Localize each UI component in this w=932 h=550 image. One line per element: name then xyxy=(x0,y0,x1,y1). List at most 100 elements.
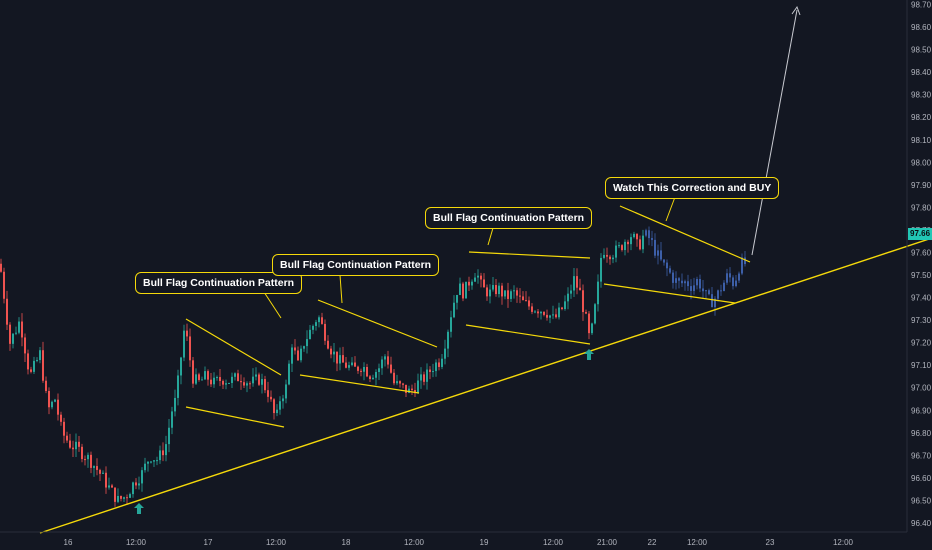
candle-body xyxy=(96,466,98,470)
candle-body xyxy=(132,482,134,495)
candle-body xyxy=(456,294,458,303)
candle-body xyxy=(186,330,188,337)
candle-body xyxy=(204,371,206,380)
candle-body xyxy=(246,383,248,386)
candle-body xyxy=(549,315,551,318)
time-tick-label: 12:00 xyxy=(833,538,854,547)
candle-body xyxy=(642,235,644,250)
candle-body xyxy=(507,290,509,299)
candle-body xyxy=(117,495,119,502)
candle-body xyxy=(426,369,428,382)
candle-body xyxy=(312,325,314,330)
candle-body xyxy=(615,245,617,258)
candle-body xyxy=(345,362,347,368)
candle-body xyxy=(375,372,377,378)
candle-body xyxy=(315,322,317,326)
projection-arrowhead xyxy=(791,5,801,16)
candle-body xyxy=(150,461,152,463)
candle-body xyxy=(540,311,542,314)
price-tick-label: 97.80 xyxy=(911,203,932,212)
candle-body xyxy=(669,268,671,273)
candle-body xyxy=(537,311,539,314)
time-tick-label: 23 xyxy=(766,538,775,547)
candle-body xyxy=(18,321,20,333)
candle-body xyxy=(609,256,611,260)
candle-body xyxy=(42,350,44,381)
candle-body xyxy=(432,371,434,373)
candle-body xyxy=(6,298,8,325)
candle-body xyxy=(168,427,170,445)
candle-body xyxy=(705,290,707,292)
candle-body xyxy=(87,454,89,460)
candle-body xyxy=(510,291,512,299)
candle-body xyxy=(177,375,179,398)
candle-body xyxy=(399,381,401,384)
candle-body xyxy=(105,472,107,488)
candle-body xyxy=(249,383,251,385)
price-tick-label: 96.70 xyxy=(911,451,932,460)
price-tick-label: 97.50 xyxy=(911,271,932,280)
candle-body xyxy=(405,384,407,393)
candle-body xyxy=(114,487,116,502)
flag1-lower-line xyxy=(185,406,285,428)
candle-body xyxy=(489,289,491,297)
price-tick-label: 98.20 xyxy=(911,113,932,122)
candle-body xyxy=(618,245,620,247)
candle-body xyxy=(660,250,662,260)
candle-body xyxy=(495,285,497,295)
candle-body xyxy=(123,497,125,499)
candle-body xyxy=(672,272,674,283)
candle-body xyxy=(561,307,563,310)
candle-body xyxy=(603,254,605,258)
candle-body xyxy=(516,290,518,296)
candle-body xyxy=(552,314,554,316)
candle-body xyxy=(381,359,383,369)
candle-body xyxy=(414,390,416,394)
candle-body xyxy=(318,317,320,323)
projection-line xyxy=(751,9,798,256)
candle-body xyxy=(462,283,464,299)
candle-body xyxy=(570,290,572,294)
candle-body xyxy=(171,411,173,428)
price-tick-label: 98.50 xyxy=(911,46,932,55)
time-tick-label: 12:00 xyxy=(687,538,708,547)
candle-body xyxy=(285,384,287,399)
candle-body xyxy=(321,317,323,324)
candle-body xyxy=(90,454,92,468)
candle-body xyxy=(588,313,590,334)
candle-body xyxy=(699,278,701,289)
time-tick-label: 12:00 xyxy=(126,538,147,547)
candle-body xyxy=(270,396,272,400)
price-tick-label: 96.50 xyxy=(911,496,932,505)
candle-body xyxy=(654,239,656,256)
price-tick-label: 98.00 xyxy=(911,158,932,167)
candle-body xyxy=(126,497,128,499)
candle-body xyxy=(579,287,581,291)
candle-body xyxy=(309,329,311,340)
candle-body xyxy=(744,257,746,265)
candle-body xyxy=(735,280,737,287)
candle-body xyxy=(333,351,335,355)
candle-body xyxy=(522,296,524,301)
candle-body xyxy=(75,441,77,450)
candle-body xyxy=(645,230,647,236)
candle-body xyxy=(732,277,734,287)
candle-body xyxy=(0,263,2,272)
candle-body xyxy=(51,401,53,408)
current-price-tag: 97.66 xyxy=(908,228,932,240)
candle-body xyxy=(513,290,515,292)
watch-lower-line xyxy=(603,283,736,304)
candle-body xyxy=(12,333,14,344)
candle-body xyxy=(165,444,167,456)
price-tick-label: 96.80 xyxy=(911,429,932,438)
candle-body xyxy=(564,301,566,310)
candle-body xyxy=(159,450,161,461)
time-tick-label: 18 xyxy=(342,538,351,547)
candle-body xyxy=(468,281,470,286)
candle-body xyxy=(27,353,29,370)
candle-body xyxy=(573,276,575,291)
candle-body xyxy=(120,495,122,499)
candle-body xyxy=(453,302,455,318)
candle-body xyxy=(195,374,197,384)
price-tick-label: 97.90 xyxy=(911,181,932,190)
